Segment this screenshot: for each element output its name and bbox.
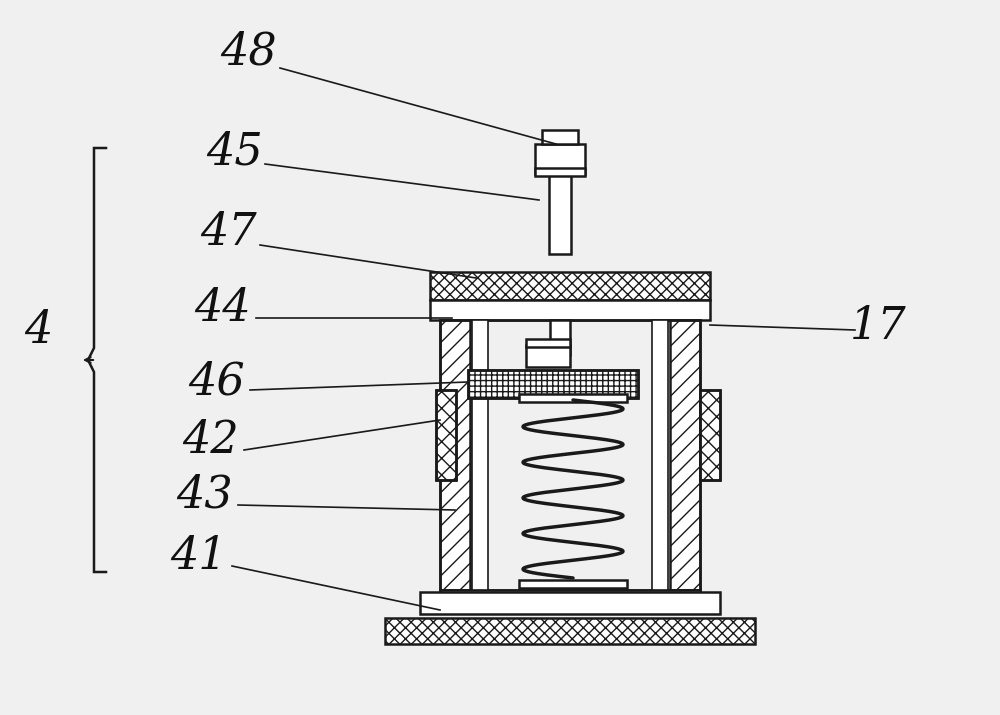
Bar bbox=[436, 390, 456, 480]
Bar bbox=[468, 370, 638, 398]
Text: 47: 47 bbox=[200, 210, 256, 254]
Text: 44: 44 bbox=[194, 287, 250, 330]
Text: 41: 41 bbox=[170, 534, 226, 578]
Bar bbox=[549, 174, 571, 254]
Bar bbox=[420, 592, 720, 614]
Bar bbox=[519, 580, 627, 588]
Bar bbox=[430, 272, 710, 300]
Text: 4: 4 bbox=[24, 308, 52, 352]
Bar bbox=[700, 390, 720, 480]
Bar bbox=[652, 320, 668, 590]
Text: 42: 42 bbox=[182, 418, 238, 462]
Bar bbox=[550, 320, 570, 355]
Bar bbox=[535, 168, 585, 176]
Bar bbox=[440, 590, 700, 604]
Bar bbox=[526, 339, 570, 347]
Bar bbox=[440, 320, 470, 590]
Bar bbox=[472, 320, 488, 590]
Text: 48: 48 bbox=[220, 31, 276, 74]
Text: 45: 45 bbox=[206, 130, 262, 174]
Bar bbox=[519, 394, 627, 402]
Bar bbox=[670, 320, 700, 590]
Bar bbox=[700, 390, 720, 480]
Bar bbox=[440, 320, 700, 590]
Text: 17: 17 bbox=[850, 305, 906, 347]
Bar bbox=[468, 370, 638, 398]
Bar bbox=[430, 300, 710, 320]
Bar bbox=[526, 345, 570, 367]
Text: 46: 46 bbox=[188, 360, 244, 403]
Text: 43: 43 bbox=[176, 473, 232, 516]
Bar bbox=[542, 130, 578, 144]
Bar bbox=[535, 144, 585, 174]
Bar bbox=[385, 618, 755, 644]
Bar bbox=[436, 390, 456, 480]
